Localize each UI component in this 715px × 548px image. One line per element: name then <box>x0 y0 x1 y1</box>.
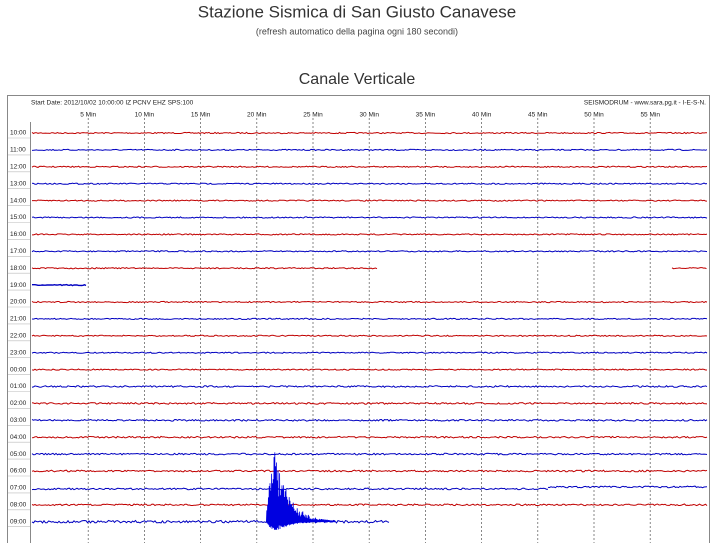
minute-label: 30 Min <box>359 112 379 119</box>
minute-label: 50 Min <box>584 112 604 119</box>
hour-label: 21:00 <box>10 316 27 323</box>
page-title: Stazione Sismica di San Giusto Canavese <box>198 2 516 21</box>
seismic-trace <box>31 401 708 405</box>
hour-label: 03:00 <box>10 417 27 424</box>
hour-label: 11:00 <box>10 147 26 154</box>
hour-label: 22:00 <box>10 333 27 340</box>
hour-label: 13:00 <box>10 180 27 187</box>
hour-label: 18:00 <box>10 265 27 272</box>
seismic-trace <box>32 199 708 202</box>
hour-label: 02:00 <box>10 400 27 407</box>
seismic-trace <box>31 418 708 422</box>
seismic-trace <box>31 452 708 456</box>
section-title: Canale Verticale <box>299 71 416 88</box>
hour-label: 09:00 <box>10 518 27 525</box>
hour-label: 16:00 <box>10 231 27 238</box>
seismic-trace <box>31 334 708 337</box>
hour-label: 05:00 <box>10 451 27 458</box>
minute-label: 40 Min <box>472 112 492 119</box>
seismic-trace <box>31 216 708 219</box>
minute-label: 45 Min <box>528 112 548 119</box>
seismic-trace <box>31 503 708 507</box>
hour-label: 17:00 <box>10 248 27 255</box>
seismic-trace <box>671 267 707 270</box>
seismic-trace <box>32 283 87 287</box>
hour-label: 23:00 <box>10 349 27 356</box>
hour-label: 06:00 <box>10 468 27 475</box>
seismic-trace <box>31 317 708 321</box>
hour-label: 19:00 <box>10 282 27 289</box>
minute-label: 10 Min <box>135 112 155 119</box>
hour-label: 12:00 <box>10 164 27 171</box>
seismic-trace <box>31 148 708 152</box>
seismic-trace <box>31 385 708 388</box>
seismic-trace <box>31 131 708 135</box>
plot-header-left: Start Date: 2012/10/02 10:00:00 IZ PCNV … <box>31 100 194 107</box>
seismic-trace <box>31 182 708 185</box>
hour-label: 10:00 <box>10 130 27 137</box>
seismic-trace <box>31 250 708 253</box>
hour-label: 14:00 <box>10 197 27 204</box>
minute-label: 55 Min <box>640 112 660 119</box>
minute-label: 35 Min <box>416 112 436 119</box>
seismic-trace <box>31 435 708 439</box>
seismic-trace <box>547 485 708 489</box>
seismic-trace <box>31 469 708 473</box>
minute-label: 15 Min <box>191 112 211 119</box>
hour-label: 07:00 <box>10 485 27 492</box>
seismic-trace <box>31 165 708 169</box>
minute-label: 5 Min <box>80 112 96 119</box>
plot-frame <box>7 95 710 548</box>
seismic-trace <box>31 351 708 354</box>
hour-label: 04:00 <box>10 434 27 441</box>
seismic-trace <box>31 300 708 304</box>
plot-header-right: SEISMODRUM - www.sara.pg.it - I-E-S-N. <box>584 100 706 107</box>
minute-label: 25 Min <box>303 112 323 119</box>
seismic-trace <box>32 233 708 236</box>
seismic-trace <box>31 487 548 491</box>
hour-label: 15:00 <box>10 214 27 221</box>
page-subtitle: (refresh automatico della pagina ogni 18… <box>256 26 458 36</box>
earthquake-burst <box>266 452 336 530</box>
seismic-trace <box>31 368 707 371</box>
minute-label: 20 Min <box>247 112 267 119</box>
hour-label: 01:00 <box>10 383 27 390</box>
hour-label: 20:00 <box>10 299 27 306</box>
hour-label: 08:00 <box>10 502 27 509</box>
hour-label: 00:00 <box>10 366 27 373</box>
seismic-trace <box>31 266 378 270</box>
